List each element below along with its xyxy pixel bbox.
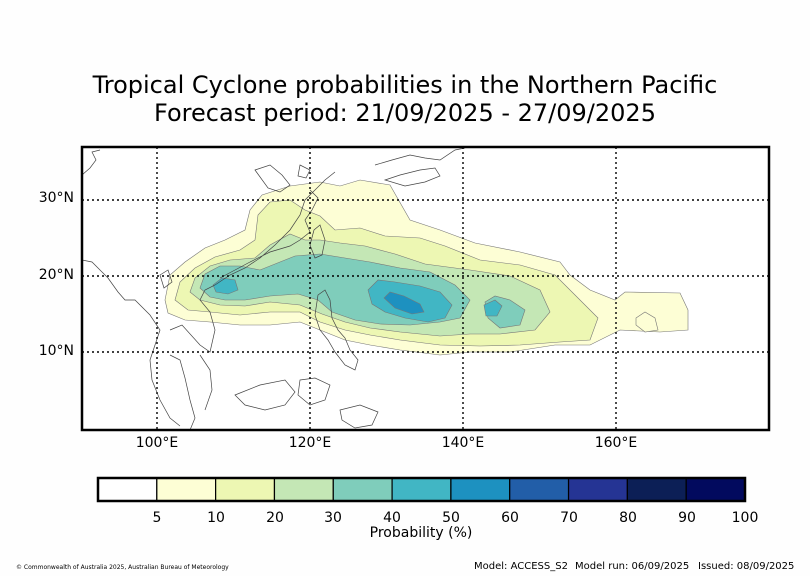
probability-region-5-east [635, 311, 659, 333]
colorbar-tick-50: 50 [442, 510, 460, 526]
lon-label-160e: 160°E [594, 435, 638, 451]
lon-label-100e: 100°E [135, 435, 179, 451]
colorbar-swatch [273, 477, 334, 502]
colorbar-swatch [215, 477, 276, 502]
probability-region-40-east [483, 299, 503, 317]
colorbar-tick-80: 80 [619, 510, 637, 526]
colorbar-frame [96, 476, 747, 503]
colorbar-tick-100: 100 [731, 510, 759, 526]
lat-label-30n: 30°N [38, 190, 74, 206]
colorbar-swatch [509, 477, 570, 502]
colorbar-tick-60: 60 [501, 510, 519, 526]
model-name: Model: ACCESS_S2 [474, 561, 568, 572]
colorbar-swatch [567, 477, 628, 502]
lat-label-20n: 20°N [38, 267, 74, 283]
colorbar-swatch [156, 477, 217, 502]
colorbar-tick-20: 20 [266, 510, 284, 526]
map-title: Tropical Cyclone probabilities in the No… [92, 71, 718, 99]
colorbar-swatch [626, 477, 687, 502]
lat-label-10n: 10°N [38, 343, 74, 359]
model-run-date: Model run: 06/09/2025 [575, 561, 690, 572]
lon-label-120e: 120°E [288, 435, 332, 451]
colorbar-label: Probability (%) [369, 525, 473, 541]
colorbar-tick-90: 90 [678, 510, 696, 526]
forecast-period: Forecast period: 21/09/2025 - 27/09/2025 [154, 99, 656, 127]
colorbar-swatch [391, 477, 452, 502]
probability-region-50 [383, 291, 425, 315]
colorbar-swatch [450, 477, 511, 502]
graticule [82, 147, 769, 430]
colorbar-tick-70: 70 [560, 510, 578, 526]
copyright-notice: © Commonwealth of Australia 2025, Austra… [16, 564, 229, 571]
colorbar-tick-5: 5 [152, 510, 162, 526]
issued-date: Issued: 08/09/2025 [698, 561, 795, 572]
colorbar-swatch [97, 477, 158, 502]
colorbar-tick-30: 30 [324, 510, 342, 526]
colorbar-swatch [332, 477, 393, 502]
colorbar-tick-40: 40 [383, 510, 401, 526]
coastlines [82, 147, 466, 430]
lon-label-140e: 140°E [441, 435, 485, 451]
map-frame [80, 145, 771, 432]
colorbar-tick-10: 10 [207, 510, 225, 526]
colorbar-swatch [685, 477, 746, 502]
